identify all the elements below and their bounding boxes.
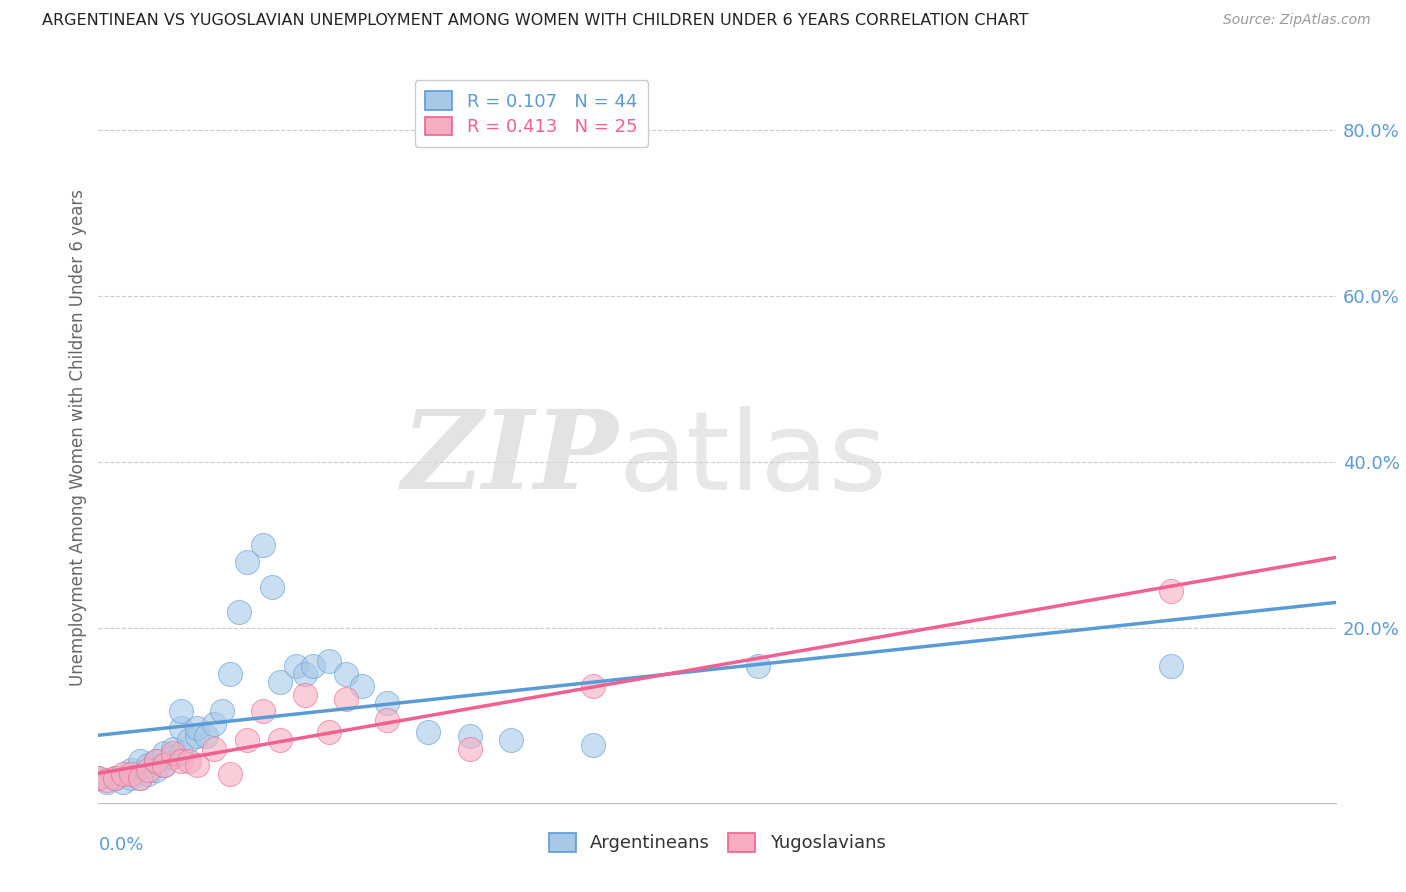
Point (352, 680, 374, 694)
Point (260, 580, 283, 594)
Point (120, 766, 142, 780)
Point (112, 775, 135, 789)
Point (145, 763, 167, 777)
Point (418, 725, 440, 739)
Point (186, 729, 208, 743)
Point (179, 733, 201, 747)
Point (145, 754, 167, 768)
Point (236, 733, 259, 747)
Point (252, 705, 274, 719)
Point (128, 771, 150, 785)
Point (153, 758, 176, 772)
Point (219, 667, 242, 681)
Point (202, 741, 225, 756)
Point (162, 750, 184, 764)
Point (335, 692, 357, 706)
Point (112, 766, 135, 780)
Text: ZIP: ZIP (402, 405, 619, 513)
Point (128, 754, 150, 768)
Point (128, 771, 150, 785)
Point (87, 771, 110, 785)
Point (162, 746, 184, 760)
Point (582, 738, 605, 752)
Point (153, 758, 176, 772)
Point (219, 766, 242, 780)
Point (104, 771, 127, 785)
Point (186, 721, 208, 735)
Text: Source: ZipAtlas.com: Source: ZipAtlas.com (1223, 13, 1371, 28)
Point (335, 667, 357, 681)
Point (1160, 583, 1182, 598)
Point (285, 658, 308, 673)
Point (269, 733, 291, 747)
Point (136, 763, 159, 777)
Point (252, 538, 274, 552)
Legend: Argentineans, Yugoslavians: Argentineans, Yugoslavians (541, 826, 893, 860)
Point (228, 605, 250, 619)
Point (170, 721, 193, 735)
Point (120, 763, 142, 777)
Point (87, 771, 110, 785)
Point (211, 705, 233, 719)
Point (153, 746, 176, 760)
Point (162, 741, 184, 756)
Point (318, 655, 340, 669)
Y-axis label: Unemployment Among Women with Children Under 6 years: Unemployment Among Women with Children U… (69, 188, 87, 686)
Point (269, 675, 291, 690)
Point (170, 705, 193, 719)
Point (1160, 658, 1182, 673)
Point (318, 725, 340, 739)
Point (302, 658, 325, 673)
Point (120, 771, 142, 785)
Point (294, 688, 316, 702)
Point (96, 775, 118, 789)
Point (294, 667, 316, 681)
Point (186, 758, 208, 772)
Point (170, 754, 193, 768)
Point (145, 754, 167, 768)
Point (136, 758, 159, 772)
Point (747, 658, 769, 673)
Text: ARGENTINEAN VS YUGOSLAVIAN UNEMPLOYMENT AMONG WOMEN WITH CHILDREN UNDER 6 YEARS : ARGENTINEAN VS YUGOSLAVIAN UNEMPLOYMENT … (42, 13, 1029, 29)
Text: atlas: atlas (619, 406, 887, 513)
Point (458, 729, 481, 743)
Point (582, 680, 605, 694)
Point (136, 766, 159, 780)
Point (104, 771, 127, 785)
Point (179, 754, 201, 768)
Point (458, 741, 481, 756)
Text: 0.0%: 0.0% (98, 836, 143, 854)
Point (96, 772, 118, 787)
Point (375, 713, 398, 727)
Point (202, 716, 225, 731)
Point (170, 746, 193, 760)
Point (194, 729, 217, 743)
Point (375, 696, 398, 710)
Point (499, 733, 522, 747)
Point (236, 555, 259, 569)
